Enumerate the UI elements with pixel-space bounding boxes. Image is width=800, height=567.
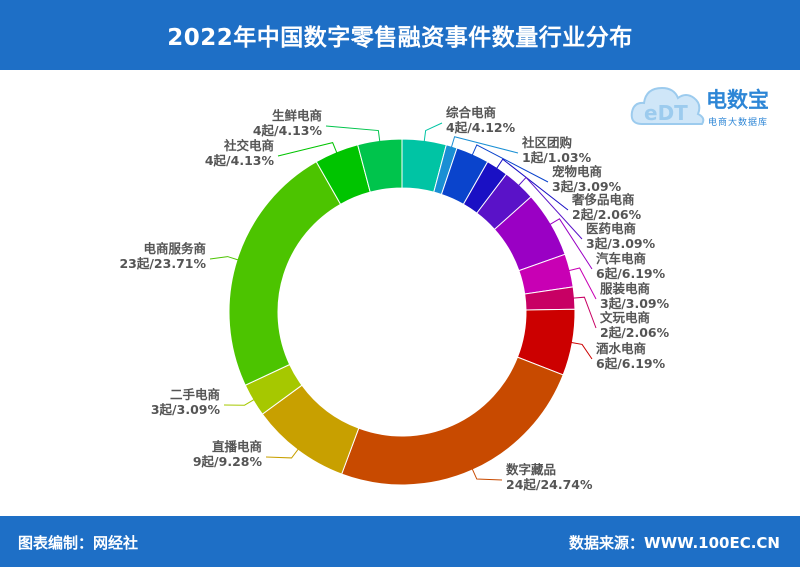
leader-line-电商服务商 bbox=[209, 256, 241, 261]
slice-name-label: 社区团购 bbox=[521, 135, 572, 150]
slice-name-label: 数字藏品 bbox=[505, 462, 556, 477]
slice-value-label: 2起/2.06% bbox=[600, 325, 670, 340]
slice-name-label: 医药电商 bbox=[586, 221, 636, 236]
slice-value-label: 2起/2.06% bbox=[572, 207, 642, 222]
slice-value-label: 9起/9.28% bbox=[193, 454, 263, 469]
slice-value-label: 6起/6.19% bbox=[596, 266, 666, 281]
leader-line-二手电商 bbox=[223, 398, 256, 406]
slice-name-label: 汽车电商 bbox=[596, 251, 646, 266]
footer-source: 数据来源：WWW.100EC.CN bbox=[569, 534, 780, 552]
logo-sub-text: 电商大数据库 bbox=[708, 118, 769, 128]
leader-line-社区团购 bbox=[450, 136, 519, 154]
leader-line-文玩电商 bbox=[571, 296, 597, 329]
leader-line-酒水电商 bbox=[569, 341, 593, 360]
donut-chart: 综合电商4起/4.12%社区团购1起/1.03%宠物电商3起/3.09%奢侈品电… bbox=[119, 105, 670, 492]
slice-name-label: 奢侈品电商 bbox=[571, 192, 635, 207]
slice-value-label: 3起/3.09% bbox=[600, 296, 670, 311]
leader-line-社交电商 bbox=[277, 142, 339, 157]
slice-value-label: 1起/1.03% bbox=[522, 150, 592, 165]
slice-name-label: 宠物电商 bbox=[552, 164, 602, 179]
slice-name-label: 生鲜电商 bbox=[272, 108, 322, 123]
slice-name-label: 综合电商 bbox=[446, 105, 496, 120]
slice-name-label: 文玩电商 bbox=[600, 310, 650, 325]
slice-name-label: 酒水电商 bbox=[596, 341, 646, 356]
slice-value-label: 4起/4.13% bbox=[205, 153, 275, 168]
slice-value-label: 3起/3.09% bbox=[552, 179, 622, 194]
slice-name-label: 社交电商 bbox=[223, 138, 274, 153]
slice-生鲜电商 bbox=[357, 138, 403, 193]
slice-value-label: 4起/4.13% bbox=[253, 123, 323, 138]
leader-line-汽车电商 bbox=[548, 218, 593, 270]
slice-name-label: 直播电商 bbox=[212, 439, 262, 454]
slice-value-label: 6起/6.19% bbox=[596, 356, 666, 371]
slice-name-label: 电商服务商 bbox=[143, 241, 206, 256]
cloud-icon: eDT bbox=[630, 86, 705, 125]
slice-name-label: 服装电商 bbox=[600, 281, 650, 296]
leader-line-生鲜电商 bbox=[325, 125, 381, 144]
leader-line-综合电商 bbox=[423, 122, 443, 144]
slice-电商服务商 bbox=[228, 161, 342, 386]
slice-name-label: 二手电商 bbox=[170, 387, 220, 402]
footer-bar: 图表编制：网经社 数据来源：WWW.100EC.CN bbox=[0, 516, 800, 567]
slice-value-label: 3起/3.09% bbox=[586, 236, 656, 251]
logo-main-text: 电数宝 bbox=[706, 88, 769, 112]
footer-compiler: 图表编制：网经社 bbox=[18, 534, 139, 552]
slice-value-label: 4起/4.12% bbox=[446, 120, 516, 135]
leader-line-医药电商 bbox=[516, 176, 583, 240]
leader-line-服装电商 bbox=[566, 267, 597, 300]
leader-line-奢侈品电商 bbox=[495, 158, 569, 211]
leader-line-直播电商 bbox=[265, 447, 300, 459]
slice-value-label: 3起/3.09% bbox=[151, 402, 221, 417]
logo-icon-text: eDT bbox=[644, 101, 688, 125]
leader-line-宠物电商 bbox=[471, 144, 549, 183]
logo: eDT 电数宝 电商大数据库 bbox=[628, 76, 798, 138]
leader-line-数字藏品 bbox=[471, 466, 503, 481]
slice-value-label: 23起/23.71% bbox=[119, 256, 206, 271]
title-bar: 2022年中国数字零售融资事件数量行业分布 bbox=[0, 0, 800, 70]
slice-value-label: 24起/24.74% bbox=[506, 477, 593, 492]
chart-title: 2022年中国数字零售融资事件数量行业分布 bbox=[167, 25, 633, 51]
